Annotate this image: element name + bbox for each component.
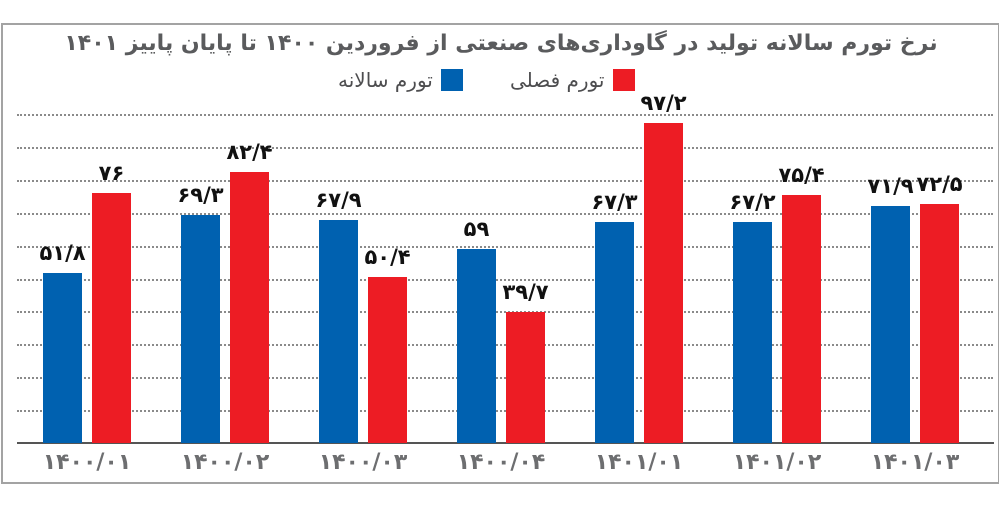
legend-label-annual: تورم سالانه (338, 68, 433, 92)
value-label-seasonal-1401-03: ۷۲/۵ (916, 172, 963, 196)
x-axis-baseline (17, 442, 994, 444)
bar-annual-1400-02 (181, 215, 220, 443)
value-label-seasonal-1400-03: ۵۰/۴ (364, 245, 411, 269)
bar-annual-1401-03 (871, 206, 910, 443)
gridline (17, 410, 993, 412)
bar-seasonal-1400-01 (92, 193, 131, 443)
value-label-annual-1401-02: ۶۷/۲ (729, 190, 776, 214)
legend-item-annual: تورم سالانه (338, 66, 463, 94)
bar-seasonal-1400-02 (230, 172, 269, 443)
value-label-annual-1400-01: ۵۱/۸ (39, 241, 86, 265)
chart-title: نرخ تورم سالانه تولید در گاوداری‌های صنع… (64, 31, 938, 56)
legend-label-seasonal: تورم فصلی (510, 68, 605, 92)
x-tick-label: ۱۴۰۰/۰۴ (456, 450, 546, 475)
gridline (17, 377, 993, 379)
legend-swatch-seasonal (612, 69, 635, 91)
gridline (17, 344, 993, 346)
value-label-annual-1400-02: ۶۹/۳ (177, 183, 224, 207)
bar-seasonal-1400-03 (368, 277, 407, 443)
gridline (17, 114, 993, 116)
value-label-seasonal-1400-01: ۷۶ (98, 161, 125, 185)
x-tick-label: ۱۴۰۰/۰۲ (180, 450, 270, 475)
legend-swatch-annual (440, 69, 463, 91)
bar-annual-1401-01 (595, 222, 634, 443)
x-tick-label: ۱۴۰۱/۰۳ (870, 450, 960, 475)
gridline (17, 147, 993, 149)
chart-frame (1, 23, 999, 484)
gridline (17, 213, 993, 215)
value-label-annual-1400-03: ۶۷/۹ (315, 188, 362, 212)
value-label-seasonal-1400-04: ۳۹/۷ (502, 280, 549, 304)
bar-seasonal-1401-01 (644, 123, 683, 443)
gridline (17, 279, 993, 281)
value-label-seasonal-1401-01: ۹۷/۲ (640, 91, 687, 115)
value-label-seasonal-1401-02: ۷۵/۴ (778, 163, 825, 187)
bar-annual-1400-03 (319, 220, 358, 443)
x-tick-label: ۱۴۰۱/۰۱ (594, 450, 684, 475)
gridline (17, 180, 993, 182)
bar-annual-1400-01 (43, 273, 82, 443)
value-label-annual-1400-04: ۵۹ (463, 217, 490, 241)
gridline (17, 311, 993, 313)
x-tick-label: ۱۴۰۱/۰۲ (732, 450, 822, 475)
bar-annual-1401-02 (733, 222, 772, 443)
bar-seasonal-1400-04 (506, 312, 545, 443)
value-label-annual-1401-01: ۶۷/۳ (591, 190, 638, 214)
bar-seasonal-1401-02 (782, 195, 821, 443)
value-label-annual-1401-03: ۷۱/۹ (867, 174, 914, 198)
bar-seasonal-1401-03 (920, 204, 959, 443)
bar-annual-1400-04 (457, 249, 496, 443)
legend: تورم فصلی تورم سالانه (0, 66, 1002, 94)
legend-item-seasonal: تورم فصلی (510, 66, 635, 94)
value-label-seasonal-1400-02: ۸۲/۴ (226, 140, 273, 164)
x-tick-label: ۱۴۰۰/۰۱ (42, 450, 132, 475)
gridline (17, 246, 993, 248)
x-tick-label: ۱۴۰۰/۰۳ (318, 450, 408, 475)
